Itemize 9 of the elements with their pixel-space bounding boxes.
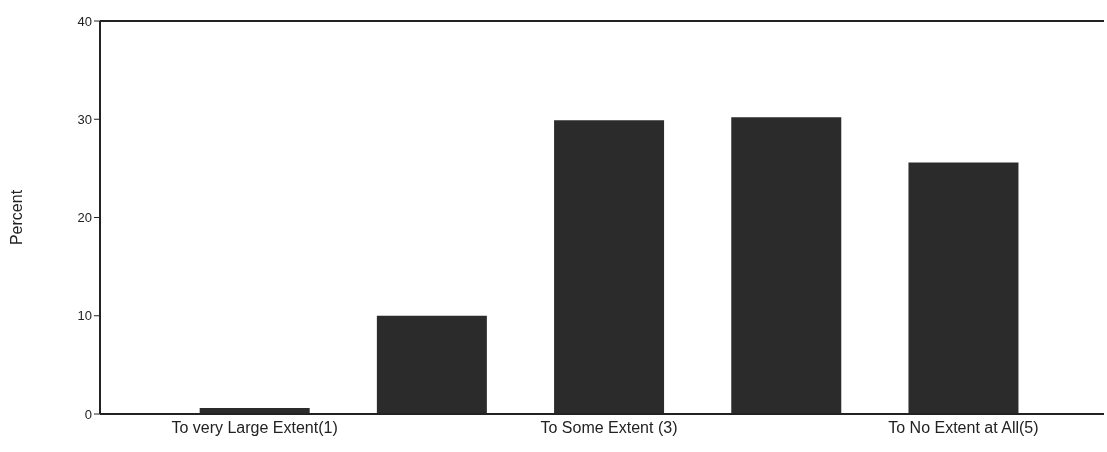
y-tick-label: 0 bbox=[84, 406, 92, 422]
x-tick-label: To Some Extent (3) bbox=[540, 419, 678, 437]
y-tick-label: 40 bbox=[77, 13, 92, 29]
x-tick-label: To very Large Extent(1) bbox=[171, 419, 338, 437]
y-tick-label: 20 bbox=[77, 210, 92, 226]
y-axis-title: Percent bbox=[7, 189, 25, 246]
y-tick-label: 30 bbox=[77, 111, 92, 127]
x-tick-label: To No Extent at All(5) bbox=[888, 419, 1039, 437]
y-tick-label: 10 bbox=[77, 308, 92, 324]
